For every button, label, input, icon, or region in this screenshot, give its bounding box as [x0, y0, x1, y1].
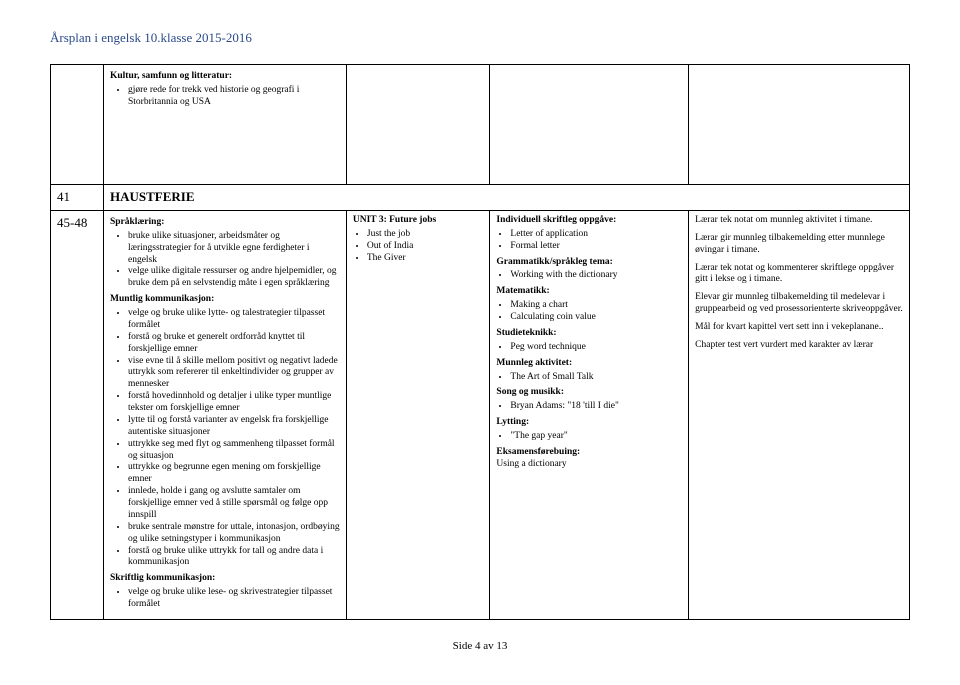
muntlig-list: velge og bruke ulike lytte- og talestrat…	[110, 308, 340, 569]
list-item: Working with the dictionary	[510, 270, 682, 282]
list-item: uttrykke seg med flyt og sammenheng tilp…	[128, 439, 340, 463]
cell-main-d: Lærar tek notat om munnleg aktivitet i t…	[689, 210, 910, 619]
list-item: forstå hovedinnhold og detaljer i ulike …	[128, 391, 340, 415]
haustferie: HAUSTFERIE	[103, 185, 909, 211]
d-p5: Mål for kvart kapittel vert sett inn i v…	[695, 322, 903, 334]
c-s5t: Munnleg aktivitet:	[496, 358, 682, 370]
list-item: lytte til og forstå varianter av engelsk…	[128, 415, 340, 439]
cell-main-a: Språklæring: bruke ulike situasjoner, ar…	[103, 210, 346, 619]
cell-top-c	[490, 65, 689, 185]
skriftlig-title: Skriftlig kommunikasjon:	[110, 573, 340, 585]
c-s1t: Individuell skriftleg oppgåve:	[496, 215, 682, 227]
list-item: Formal letter	[510, 241, 682, 253]
list-item: Letter of application	[510, 229, 682, 241]
list-item: forstå og bruke ulike uttrykk for tall o…	[128, 546, 340, 570]
list-item: innlede, holde i gang og avslutte samtal…	[128, 486, 340, 522]
cell-top-b	[346, 65, 490, 185]
plan-table: Kultur, samfunn og litteratur: gjøre red…	[50, 64, 910, 620]
page-footer: Side 4 av 13	[50, 640, 910, 652]
week-41: 41	[51, 185, 104, 211]
list-item: The Art of Small Talk	[510, 372, 682, 384]
d-p1: Lærar tek notat om munnleg aktivitet i t…	[695, 215, 903, 227]
skriftlig-list: velge og bruke ulike lese- og skrivestra…	[110, 587, 340, 611]
list-item: uttrykke og begrunne egen mening om fors…	[128, 462, 340, 486]
list-item: Out of India	[367, 241, 484, 253]
d-p3: Lærar tek notat og kommenterer skriftleg…	[695, 263, 903, 287]
spraklering-title: Språklæring:	[110, 217, 340, 229]
list-item: The Giver	[367, 253, 484, 265]
top-title: Kultur, samfunn og litteratur:	[110, 71, 340, 83]
c-s6t: Song og musikk:	[496, 387, 682, 399]
list-item: "The gap year"	[510, 431, 682, 443]
list-item: vise evne til å skille mellom positivt o…	[128, 356, 340, 392]
top-list: gjøre rede for trekk ved historie og geo…	[110, 85, 340, 109]
cell-main-c: Individuell skriftleg oppgåve: Letter of…	[490, 210, 689, 619]
list-item: bruke ulike situasjoner, arbeidsmåter og…	[128, 231, 340, 267]
list-item: Calculating coin value	[510, 312, 682, 324]
list-item: Peg word technique	[510, 342, 682, 354]
page-header: Årsplan i engelsk 10.klasse 2015-2016	[50, 30, 910, 46]
d-p6: Chapter test vert vurdert med karakter a…	[695, 340, 903, 352]
unit-list: Just the job Out of India The Giver	[353, 229, 484, 265]
list-item: velge og bruke ulike lese- og skrivestra…	[128, 587, 340, 611]
c-s8t: Eksamensførebuing:	[496, 447, 682, 459]
d-p2: Lærar gir munnleg tilbakemelding etter m…	[695, 233, 903, 257]
cell-top-d	[689, 65, 910, 185]
week-45-48: 45-48	[51, 210, 104, 619]
c-s8: Using a dictionary	[496, 459, 682, 471]
c-s7t: Lytting:	[496, 417, 682, 429]
list-item: bruke sentrale mønstre for uttale, inton…	[128, 522, 340, 546]
list-item: gjøre rede for trekk ved historie og geo…	[128, 85, 340, 109]
unit-title: UNIT 3: Future jobs	[353, 215, 484, 227]
spraklering-list: bruke ulike situasjoner, arbeidsmåter og…	[110, 231, 340, 290]
list-item: Making a chart	[510, 300, 682, 312]
list-item: forstå og bruke et generelt ordforråd kn…	[128, 332, 340, 356]
list-item: Just the job	[367, 229, 484, 241]
cell-main-b: UNIT 3: Future jobs Just the job Out of …	[346, 210, 490, 619]
list-item: velge ulike digitale ressurser og andre …	[128, 266, 340, 290]
d-p4: Elevar gir munnleg tilbakemelding til me…	[695, 292, 903, 316]
c-s2t: Grammatikk/språkleg tema:	[496, 257, 682, 269]
list-item: Bryan Adams: "18 'till I die"	[510, 401, 682, 413]
c-s3t: Matematikk:	[496, 286, 682, 298]
cell-empty	[51, 65, 104, 185]
muntlig-title: Muntlig kommunikasjon:	[110, 294, 340, 306]
list-item: velge og bruke ulike lytte- og talestrat…	[128, 308, 340, 332]
cell-top-a: Kultur, samfunn og litteratur: gjøre red…	[103, 65, 346, 185]
c-s4t: Studieteknikk:	[496, 328, 682, 340]
